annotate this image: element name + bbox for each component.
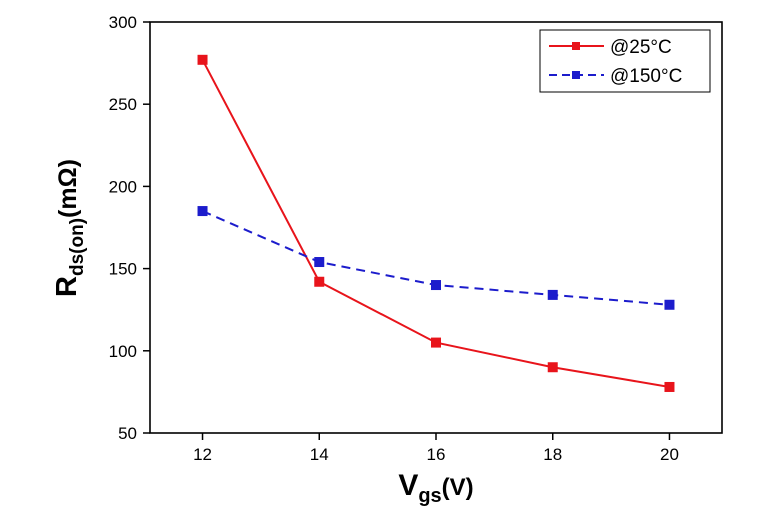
x-axis-title: Vgs(V) (398, 469, 473, 507)
data-point-25c (547, 362, 558, 373)
y-tick-label: 300 (109, 13, 137, 32)
data-point-150c (197, 206, 208, 217)
x-tick-label: 14 (310, 445, 329, 464)
data-point-150c (664, 299, 675, 310)
y-tick-label: 50 (118, 424, 137, 443)
series-layer (197, 54, 675, 392)
data-point-25c (197, 54, 208, 65)
legend-label-150c: @150°C (610, 66, 682, 87)
data-point-150c (431, 280, 441, 291)
y-tick-label: 200 (109, 177, 137, 196)
series-line-150c (202, 210, 670, 306)
y-tick-label: 150 (109, 260, 137, 279)
y-axis-title: Rds(on)(mΩ) (51, 159, 88, 297)
legend-marker-25c (572, 42, 580, 50)
legend-marker-150c (572, 71, 580, 79)
y-axis-title-main: R (51, 276, 83, 297)
x-tick-label: 16 (427, 445, 446, 464)
y-axis-title-sub: ds(on) (67, 218, 88, 276)
x-tick-label: 12 (193, 445, 212, 464)
x-axis-title-sub: gs (418, 485, 441, 507)
data-point-150c (547, 289, 558, 300)
x-axis-title-tail: (V) (442, 474, 474, 501)
y-axis-title-tail: (mΩ) (54, 159, 82, 218)
y-axis: 50 100 150 200 250 300 (109, 13, 150, 443)
data-point-150c (314, 257, 325, 268)
data-point-25c (431, 337, 441, 348)
data-point-25c (664, 381, 675, 392)
x-axis-title-main: V (398, 469, 418, 502)
x-axis: 12 14 16 18 20 (193, 433, 679, 464)
data-point-25c (314, 276, 325, 287)
x-tick-label: 20 (660, 445, 679, 464)
legend-label-25c: @25°C (610, 37, 672, 58)
y-tick-label: 100 (109, 342, 137, 361)
legend-box (539, 29, 711, 93)
y-tick-label: 250 (109, 95, 137, 114)
legend: @25°C @150°C (539, 29, 711, 93)
x-tick-label: 18 (543, 445, 562, 464)
